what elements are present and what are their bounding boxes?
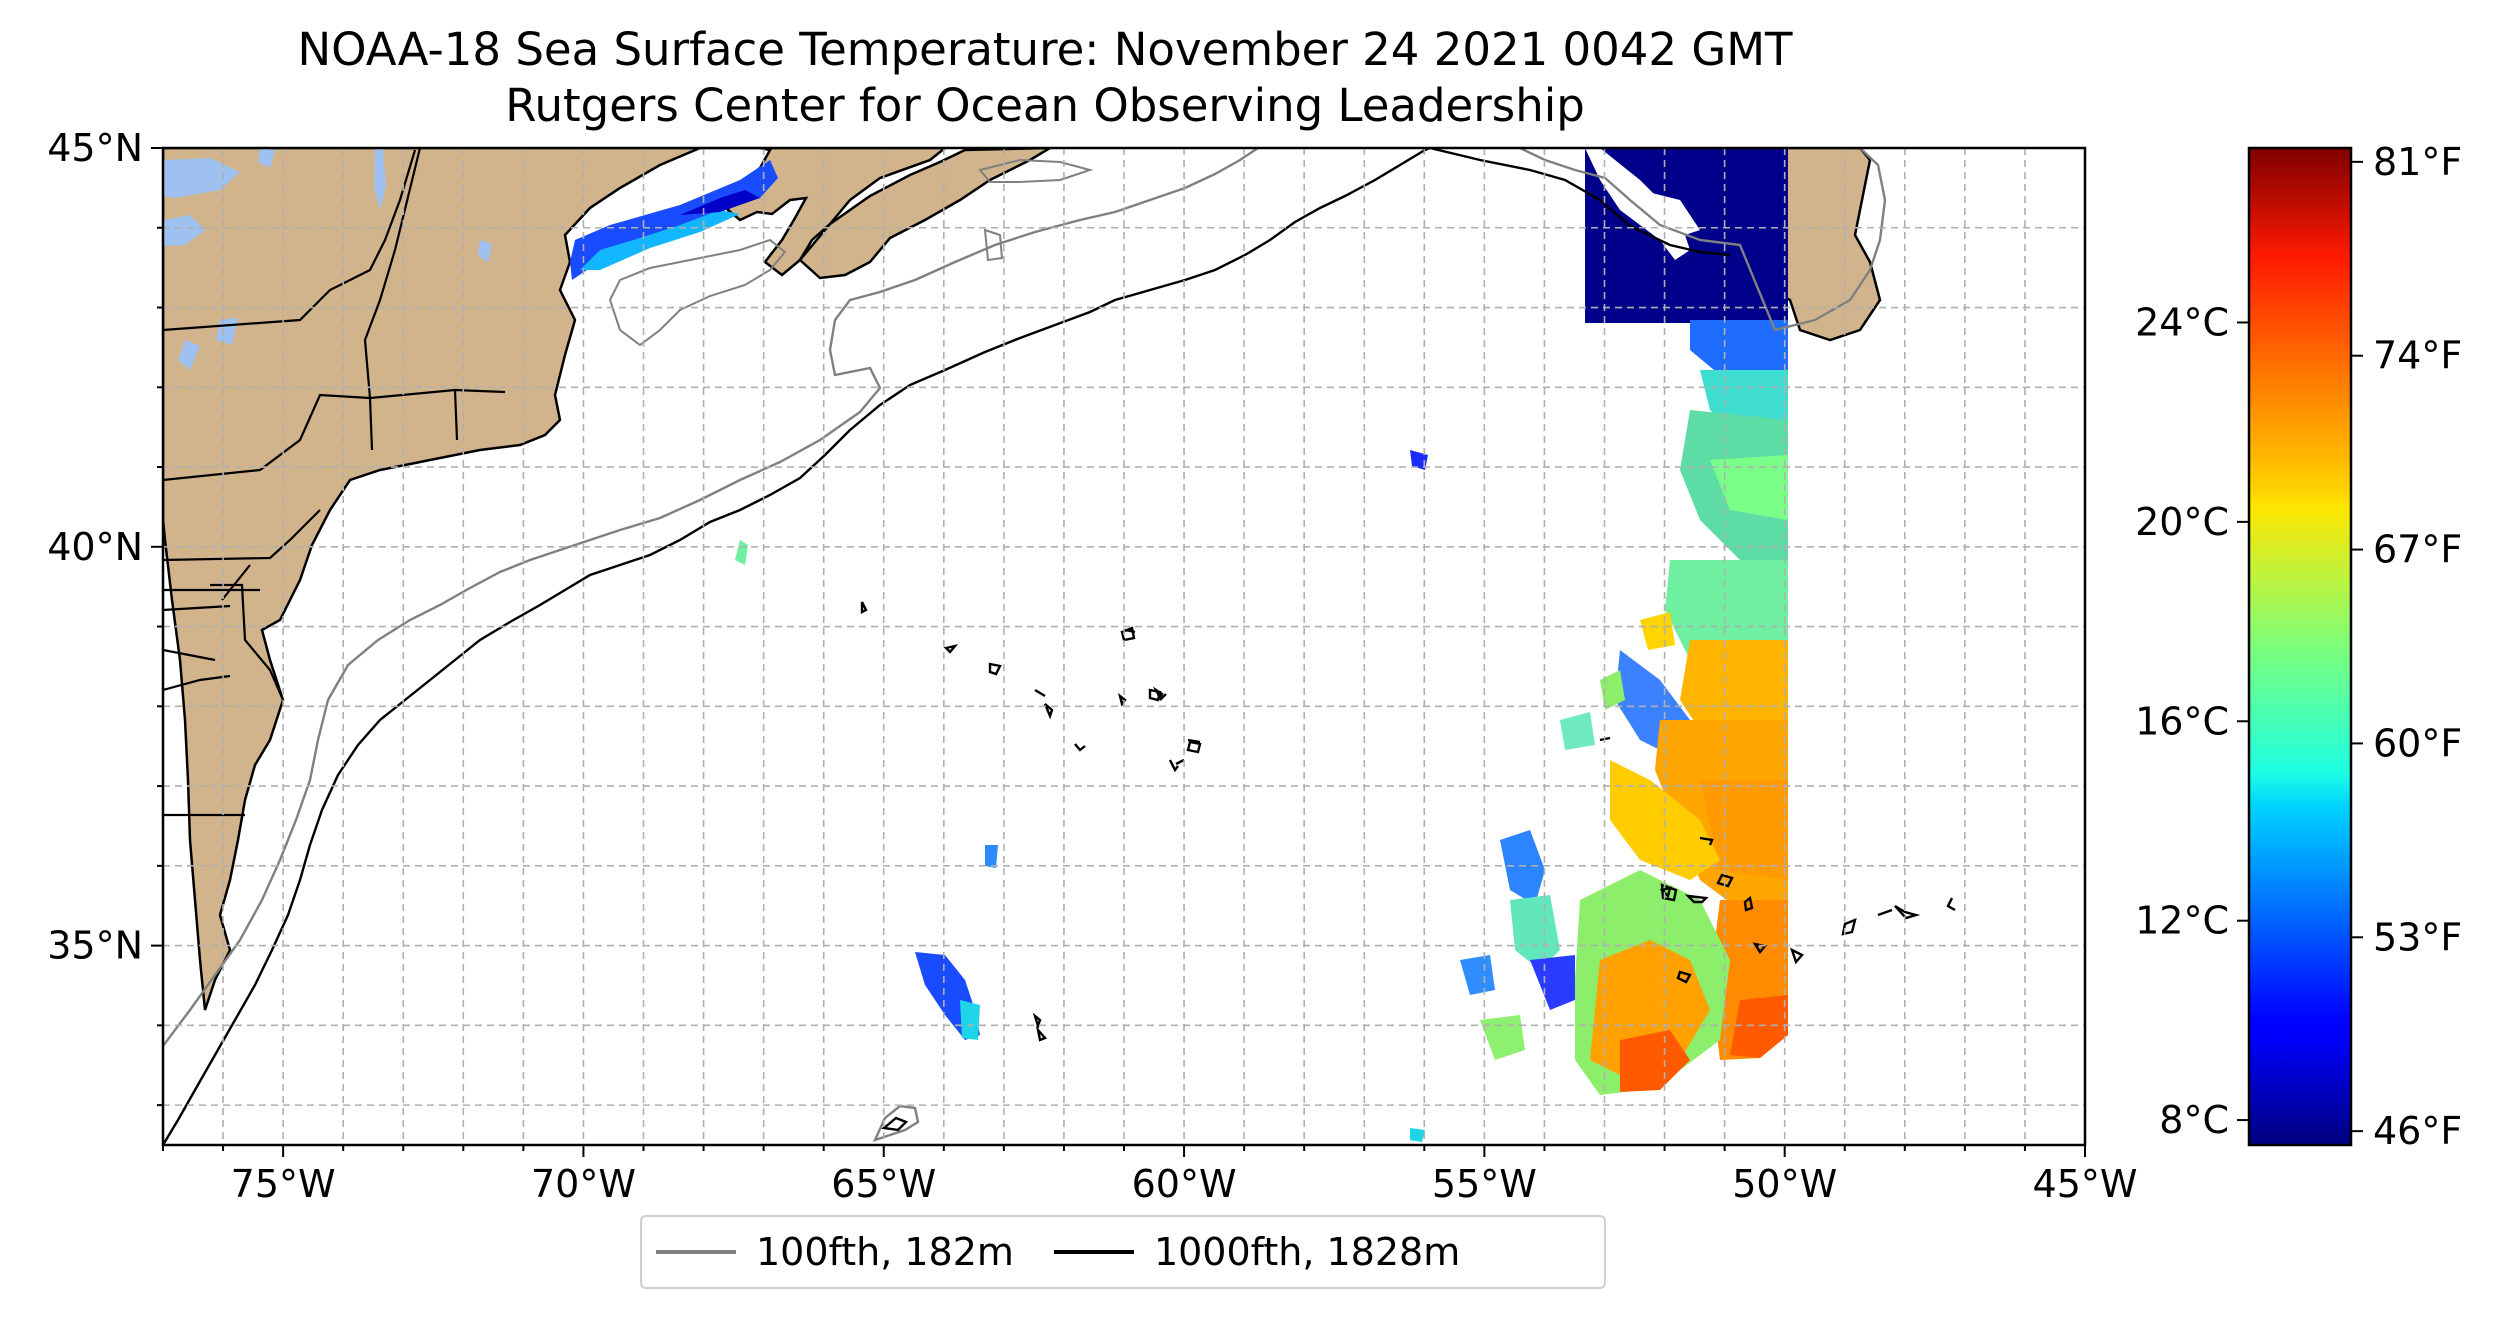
lon-tick-label: 70°W <box>531 1162 636 1206</box>
map-title: NOAA-18 Sea Surface Temperature: Novembe… <box>297 23 1793 76</box>
contour-gom <box>608 238 787 347</box>
contour-100fth <box>163 148 1259 1047</box>
colorbar-c-label: 12°C <box>2135 899 2229 943</box>
seamount-gray <box>872 1104 920 1143</box>
lon-tick-label: 45°W <box>2033 1162 2138 1206</box>
land-north-america <box>163 148 948 1011</box>
colorbar-ticks: 46°F 53°F 60°F 67°F 74°F 81°F 8°C 12°C 16°C 20°C 2… <box>2135 140 2462 1153</box>
lon-tick-label: 55°W <box>1432 1162 1537 1206</box>
colorbar-f-label: 60°F <box>2373 721 2462 765</box>
legend-item: 100fth, 182m <box>656 1230 1014 1274</box>
contour-island <box>983 228 1004 262</box>
contour-gom-2 <box>978 158 1094 183</box>
lat-tick-label: 45°N <box>47 126 143 170</box>
map-area <box>163 148 2085 1145</box>
seamount-black <box>881 1116 909 1132</box>
legend: 100fth, 182m 1000fth, 1828m <box>640 1215 1606 1289</box>
map-axis-ticks <box>151 147 2086 1157</box>
colorbar <box>2247 146 2353 1147</box>
legend-item: 1000fth, 1828m <box>1053 1230 1461 1274</box>
colorbar-c-label: 20°C <box>2135 500 2229 544</box>
colorbar-f-label: 53°F <box>2373 915 2462 959</box>
colorbar-c-label: 8°C <box>2159 1098 2229 1142</box>
lon-tick-label: 65°W <box>831 1162 936 1206</box>
map-subtitle: Rutgers Center for Ocean Observing Leade… <box>505 79 1585 132</box>
contour-1000fth-east <box>1429 148 1731 257</box>
colorbar-f-label: 74°F <box>2373 334 2462 378</box>
legend-swatch <box>1053 1250 1134 1254</box>
colorbar-f-label: 67°F <box>2373 528 2462 572</box>
map-axis-labels: 75°W 70°W 65°W 60°W 55°W 50°W 45°W 35°N 40°N 45°N <box>47 126 2137 1206</box>
lat-tick-label: 40°N <box>47 525 143 569</box>
lakes <box>163 148 492 370</box>
contour-100fth-north <box>1519 148 1887 332</box>
lat-tick-label: 35°N <box>47 924 143 968</box>
colorbar-c-label: 24°C <box>2135 300 2229 344</box>
lon-tick-label: 50°W <box>1732 1162 1837 1206</box>
lon-tick-label: 60°W <box>1132 1162 1237 1206</box>
legend-label: 100fth, 182m <box>756 1230 1014 1274</box>
colorbar-f-label: 46°F <box>2373 1109 2462 1153</box>
graticule <box>163 148 2085 1145</box>
sst-swaths <box>570 148 1788 1142</box>
colorbar-f-label: 81°F <box>2373 140 2462 184</box>
state-borders <box>163 148 506 817</box>
colorbar-c-label: 16°C <box>2135 699 2229 743</box>
contour-1000fth <box>163 148 1431 1145</box>
legend-label: 1000fth, 1828m <box>1153 1230 1461 1274</box>
legend-swatch <box>656 1250 736 1254</box>
seamounts <box>860 601 1956 1042</box>
lon-tick-label: 75°W <box>231 1162 336 1206</box>
